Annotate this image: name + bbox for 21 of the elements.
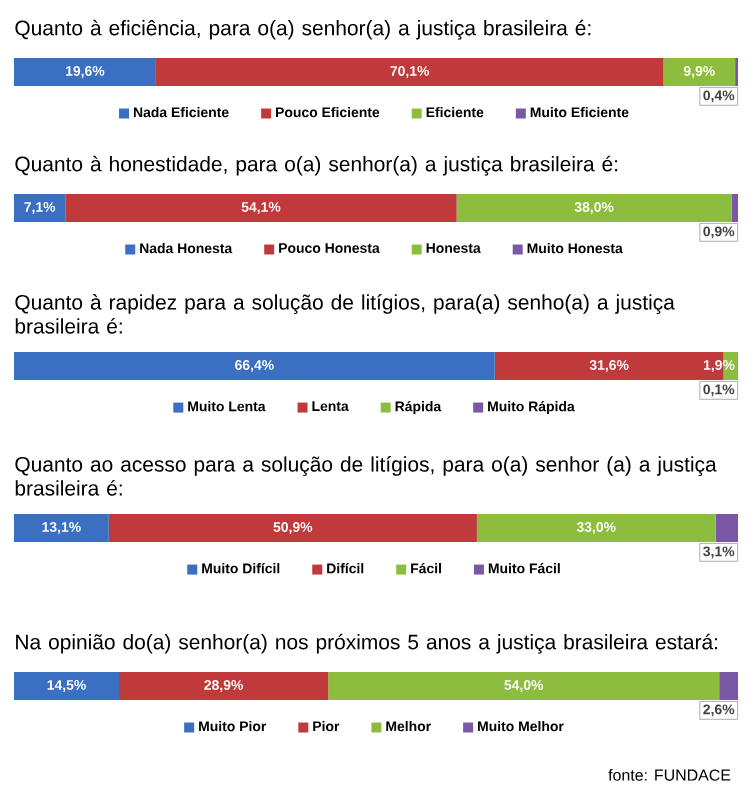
chart-title: Quanto à rapidez para a solução de litígios, para(a) senho(a) a justiça brasileira é: <box>15 294 675 334</box>
bar <box>719 672 739 700</box>
chart-title: Quanto à eficiência, para o(a) senhor(a) a justiça brasileira é: <box>15 19 591 40</box>
chart-title: Quanto à honestidade, para o(a) senhor(a) a justiça brasileira é: <box>15 155 618 176</box>
bar <box>14 514 109 542</box>
bar <box>14 193 66 222</box>
bar <box>456 193 732 222</box>
bar <box>715 514 739 542</box>
bar <box>14 672 119 700</box>
bar <box>476 514 716 542</box>
bar <box>731 193 739 222</box>
chart-title: Quanto ao acesso para a solução de litígios, para o(a) senhor (a) a justiça brasileira é: <box>15 456 717 496</box>
bar <box>108 514 477 542</box>
bar <box>328 672 720 700</box>
bar <box>14 57 156 86</box>
bar <box>118 672 329 700</box>
bar <box>14 351 495 380</box>
chart-title: Na opinião do(a) senhor(a) nos próximos 5 anos a justiça brasileira estará: <box>16 633 718 654</box>
bar <box>663 57 736 86</box>
bar <box>155 57 664 86</box>
bar <box>65 193 457 222</box>
